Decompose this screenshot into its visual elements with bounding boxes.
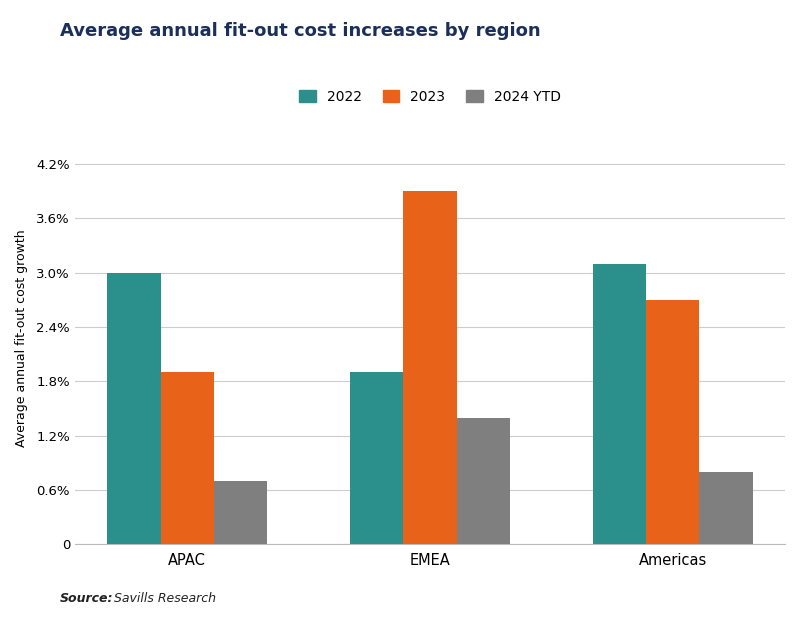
Y-axis label: Average annual fit-out cost growth: Average annual fit-out cost growth <box>15 229 28 447</box>
Bar <box>593 264 646 544</box>
Bar <box>646 300 699 544</box>
Bar <box>699 472 753 544</box>
Text: Average annual fit-out cost increases by region: Average annual fit-out cost increases by… <box>60 22 541 40</box>
Bar <box>403 191 457 544</box>
Bar <box>107 273 161 544</box>
Legend: 2022, 2023, 2024 YTD: 2022, 2023, 2024 YTD <box>295 86 565 108</box>
Bar <box>161 372 214 544</box>
Bar <box>457 418 510 544</box>
Text: Source:: Source: <box>60 591 114 604</box>
Text: Savills Research: Savills Research <box>110 591 216 604</box>
Bar <box>350 372 403 544</box>
Bar <box>214 481 267 544</box>
